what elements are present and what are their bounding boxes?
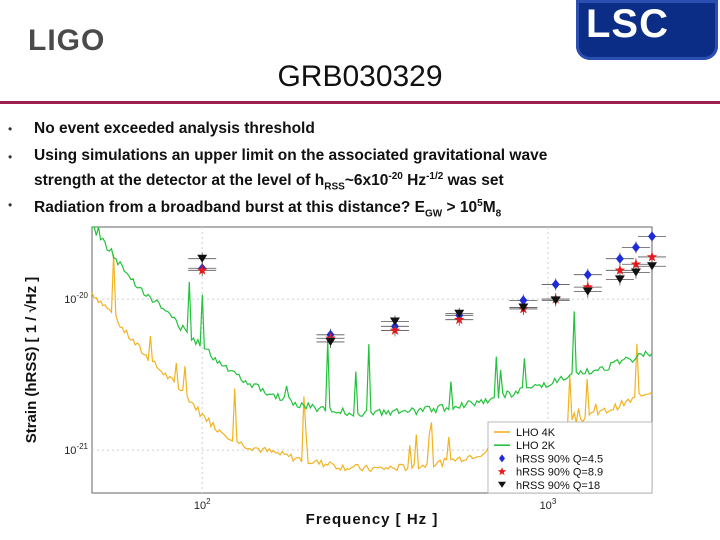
legend-entry: hRSS 90% Q=18 [516, 480, 600, 492]
y-axis-label: Strain (hRSS) [ 1 / √Hz ] [23, 277, 40, 444]
page-title: GRB030329 [277, 60, 443, 93]
data-point-q18 [550, 296, 561, 305]
legend-swatch [497, 467, 507, 476]
x-axis-label: Frequency [ Hz ] [306, 511, 439, 528]
lsc-logo-badge [576, 0, 718, 60]
bullet-2-line-2: strength at the detector at the level of… [34, 171, 504, 193]
series-line-lho-2k [92, 226, 653, 418]
data-point-q18 [389, 317, 400, 326]
legend-entry: LHO 2K [516, 440, 556, 452]
data-point-q18 [647, 262, 657, 271]
data-point-q18 [582, 287, 593, 296]
x-tick-label: 102 [194, 497, 211, 512]
data-point-q18 [197, 254, 208, 263]
lsc-logo: LSC [586, 2, 669, 46]
legend-swatch [498, 481, 506, 488]
data-point-q18 [518, 303, 529, 312]
data-point-q4-5 [648, 231, 656, 242]
data-point-q18 [454, 309, 465, 318]
y-tick-label: 10-20 [64, 291, 88, 306]
data-point-q4-5 [631, 242, 640, 253]
legend-box [487, 421, 653, 494]
data-point-q4-5 [583, 269, 592, 280]
data-point-q18 [630, 268, 641, 277]
data-point-q4-5 [615, 253, 624, 264]
data-point-q4-5 [551, 279, 560, 290]
bullet-marker: • [8, 122, 13, 136]
tick-labels: 102 103 10-20 10-21 [64, 291, 557, 512]
bullet-1: No event exceeded analysis threshold [34, 120, 315, 137]
legend-entry: hRSS 90% Q=8.9 [516, 467, 603, 479]
legend-entry: LHO 4K [516, 427, 556, 439]
bullet-2-line-1: Using simulations an upper limit on the … [34, 147, 548, 164]
data-point-q8-9 [389, 324, 401, 335]
legend-swatch [499, 454, 505, 463]
bullet-3: Radiation from a broadband burst at this… [34, 198, 502, 220]
data-point-q18 [614, 275, 625, 284]
bullet-marker: • [8, 198, 13, 212]
legend-entry: hRSS 90% Q=4.5 [516, 453, 603, 465]
title-divider [0, 101, 720, 104]
data-point-q8-9 [646, 251, 658, 262]
ligo-logo: LIGO [28, 24, 106, 57]
data-point-q8-9 [630, 258, 642, 269]
bullet-marker: • [8, 150, 13, 164]
y-tick-label: 10-21 [64, 442, 88, 457]
data-point-q18 [325, 337, 336, 346]
data-point-q8-9 [197, 264, 208, 275]
data-point-q8-9 [614, 264, 626, 275]
x-tick-label: 103 [540, 497, 557, 512]
data-point-q4-5 [519, 295, 528, 306]
